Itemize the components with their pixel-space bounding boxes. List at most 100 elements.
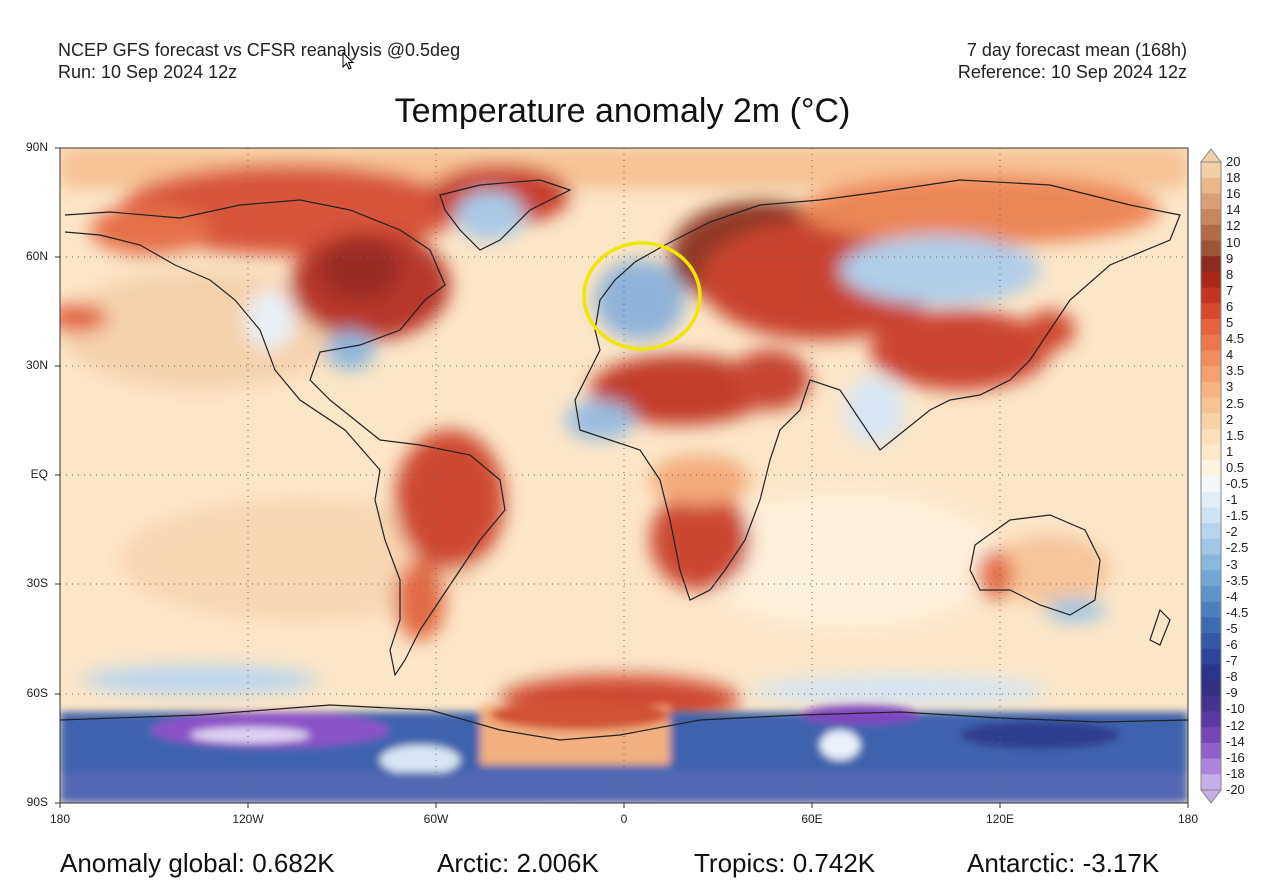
colorbar-label: -5	[1226, 620, 1238, 636]
colorbar-swatch	[1201, 271, 1221, 289]
colorbar-label: -2	[1226, 524, 1238, 540]
colorbar-swatch	[1201, 240, 1221, 257]
colorbar-swatch	[1201, 177, 1221, 194]
lon-label-60e: 60E	[801, 812, 823, 826]
colorbar-label: 1	[1226, 443, 1234, 459]
colorbar-label: -6	[1226, 637, 1238, 653]
colorbar-swatch	[1201, 162, 1221, 179]
lat-label-60n: 60N	[25, 249, 48, 263]
colorbar-swatch	[1201, 366, 1221, 383]
colorbar-swatch	[1201, 193, 1221, 210]
stat-global: Anomaly global: 0.682K	[60, 848, 335, 878]
colorbar-swatch	[1201, 303, 1221, 320]
colorbar-label: 12	[1226, 218, 1241, 234]
colorbar-label: -8	[1226, 669, 1238, 685]
colorbar-label: 18	[1226, 170, 1241, 186]
colorbar-label: 5	[1226, 315, 1234, 331]
colorbar-label: 2	[1226, 411, 1234, 427]
colorbar-swatch	[1201, 413, 1221, 430]
map-field	[60, 148, 1188, 803]
colorbar-label: -2.5	[1226, 540, 1249, 556]
colorbar-swatch	[1201, 381, 1221, 398]
colorbar-label: 3	[1226, 379, 1234, 395]
lon-label-120w: 120W	[232, 812, 264, 826]
run-time: Run: 10 Sep 2024 12z	[58, 62, 238, 82]
colorbar-label: 10	[1226, 234, 1241, 250]
lat-label-90n: 90N	[25, 140, 48, 154]
colorbar-swatch	[1201, 397, 1221, 414]
colorbar	[1199, 148, 1223, 804]
colorbar-swatch	[1201, 680, 1221, 697]
colorbar-swatch	[1201, 491, 1221, 508]
lat-label-eq: EQ	[30, 467, 48, 481]
colorbar-swatch	[1201, 476, 1221, 493]
colorbar-label: -7	[1226, 653, 1238, 669]
colorbar-label: 14	[1226, 202, 1241, 218]
stat-arctic: Arctic: 2.006K	[437, 848, 599, 878]
colorbar-swatch	[1201, 350, 1221, 367]
lat-label-60s: 60S	[26, 686, 48, 700]
colorbar-swatch	[1201, 334, 1221, 351]
colorbar-label: -4	[1226, 588, 1238, 604]
colorbar-label: 9	[1226, 250, 1234, 266]
colorbar-label: -3.5	[1226, 572, 1249, 588]
colorbar-swatch	[1201, 585, 1221, 603]
colorbar-swatch	[1201, 758, 1221, 775]
colorbar-label: -16	[1226, 749, 1245, 765]
colorbar-label: -3	[1226, 556, 1238, 572]
colorbar-swatch	[1201, 570, 1221, 587]
colorbar-label: -9	[1226, 685, 1238, 701]
colorbar-label: -20	[1226, 782, 1245, 797]
lat-label-30n: 30N	[25, 358, 48, 372]
colorbar-min-arrow	[1199, 789, 1223, 804]
colorbar-swatch	[1201, 633, 1221, 650]
header-right: 7 day forecast mean (168h) Reference: 10…	[958, 39, 1187, 83]
colorbar-swatch	[1201, 711, 1221, 728]
colorbar-swatch	[1201, 507, 1221, 524]
colorbar-label: 2.5	[1226, 395, 1245, 411]
colorbar-label: -0.5	[1226, 476, 1249, 492]
map-title: Temperature anomaly 2m (°C)	[394, 92, 851, 130]
lon-label-60w: 60W	[423, 812, 449, 826]
colorbar-label: 0.5	[1226, 459, 1245, 475]
forecast-period: 7 day forecast mean (168h)	[966, 40, 1187, 60]
colorbar-label: -12	[1226, 717, 1245, 733]
lon-label-180e: 180	[1177, 812, 1199, 826]
colorbar-swatch	[1201, 727, 1221, 744]
colorbar-swatch	[1201, 319, 1221, 336]
colorbar-max-arrow	[1199, 148, 1223, 163]
colorbar-swatch	[1201, 460, 1221, 477]
colorbar-swatch	[1201, 209, 1221, 226]
colorbar-swatch	[1201, 774, 1221, 791]
colorbar-swatch	[1201, 695, 1221, 712]
colorbar-swatch	[1201, 224, 1221, 241]
lon-label-180w: 180	[49, 812, 71, 826]
colorbar-swatch	[1201, 428, 1221, 446]
colorbar-label: -14	[1226, 733, 1245, 749]
colorbar-swatch	[1201, 523, 1221, 540]
lon-label-120e: 120E	[985, 812, 1015, 826]
colorbar-swatch	[1201, 617, 1221, 634]
highlight-circle	[582, 241, 702, 351]
colorbar-label: -18	[1226, 765, 1245, 781]
colorbar-label: -1	[1226, 492, 1238, 508]
colorbar-label: 4	[1226, 347, 1234, 363]
colorbar-swatch	[1201, 664, 1221, 681]
gridlines	[60, 148, 1188, 803]
header-left: NCEP GFS forecast vs CFSR reanalysis @0.…	[58, 39, 460, 83]
colorbar-label: -4.5	[1226, 604, 1249, 620]
colorbar-label: 16	[1226, 186, 1241, 202]
colorbar-label: 7	[1226, 282, 1234, 298]
colorbar-swatch	[1201, 554, 1221, 571]
colorbar-label: -10	[1226, 701, 1245, 717]
lat-label-90s: 90S	[26, 795, 48, 809]
colorbar-label: 20	[1226, 154, 1241, 169]
colorbar-swatch	[1201, 287, 1221, 304]
model-description: NCEP GFS forecast vs CFSR reanalysis @0.…	[58, 40, 461, 60]
mouse-cursor-icon	[342, 52, 355, 70]
colorbar-label: 6	[1226, 298, 1234, 314]
stat-antarctic: Antarctic: -3.17K	[967, 848, 1160, 878]
colorbar-label: 8	[1226, 266, 1234, 282]
colorbar-label: 1.5	[1226, 427, 1245, 443]
